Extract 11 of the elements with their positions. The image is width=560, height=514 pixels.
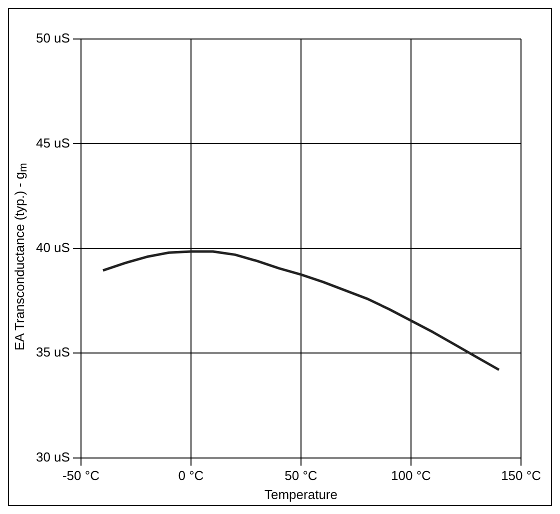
y-tick-label: 35 uS bbox=[36, 344, 70, 360]
y-tick-label: 30 uS bbox=[36, 449, 70, 464]
x-tick-label: 50 °C bbox=[284, 468, 318, 484]
x-tick-label: 150 °C bbox=[501, 468, 541, 484]
y-tick-label: 40 uS bbox=[36, 240, 70, 255]
x-tick-label: 0 °C bbox=[178, 468, 204, 484]
x-axis-title: Temperature bbox=[264, 486, 338, 502]
x-tick-label: 100 °C bbox=[391, 468, 431, 484]
x-tick-label: -50 °C bbox=[62, 468, 100, 484]
y-tick-label: 50 uS bbox=[36, 30, 70, 46]
y-tick-label: 45 uS bbox=[36, 135, 70, 150]
